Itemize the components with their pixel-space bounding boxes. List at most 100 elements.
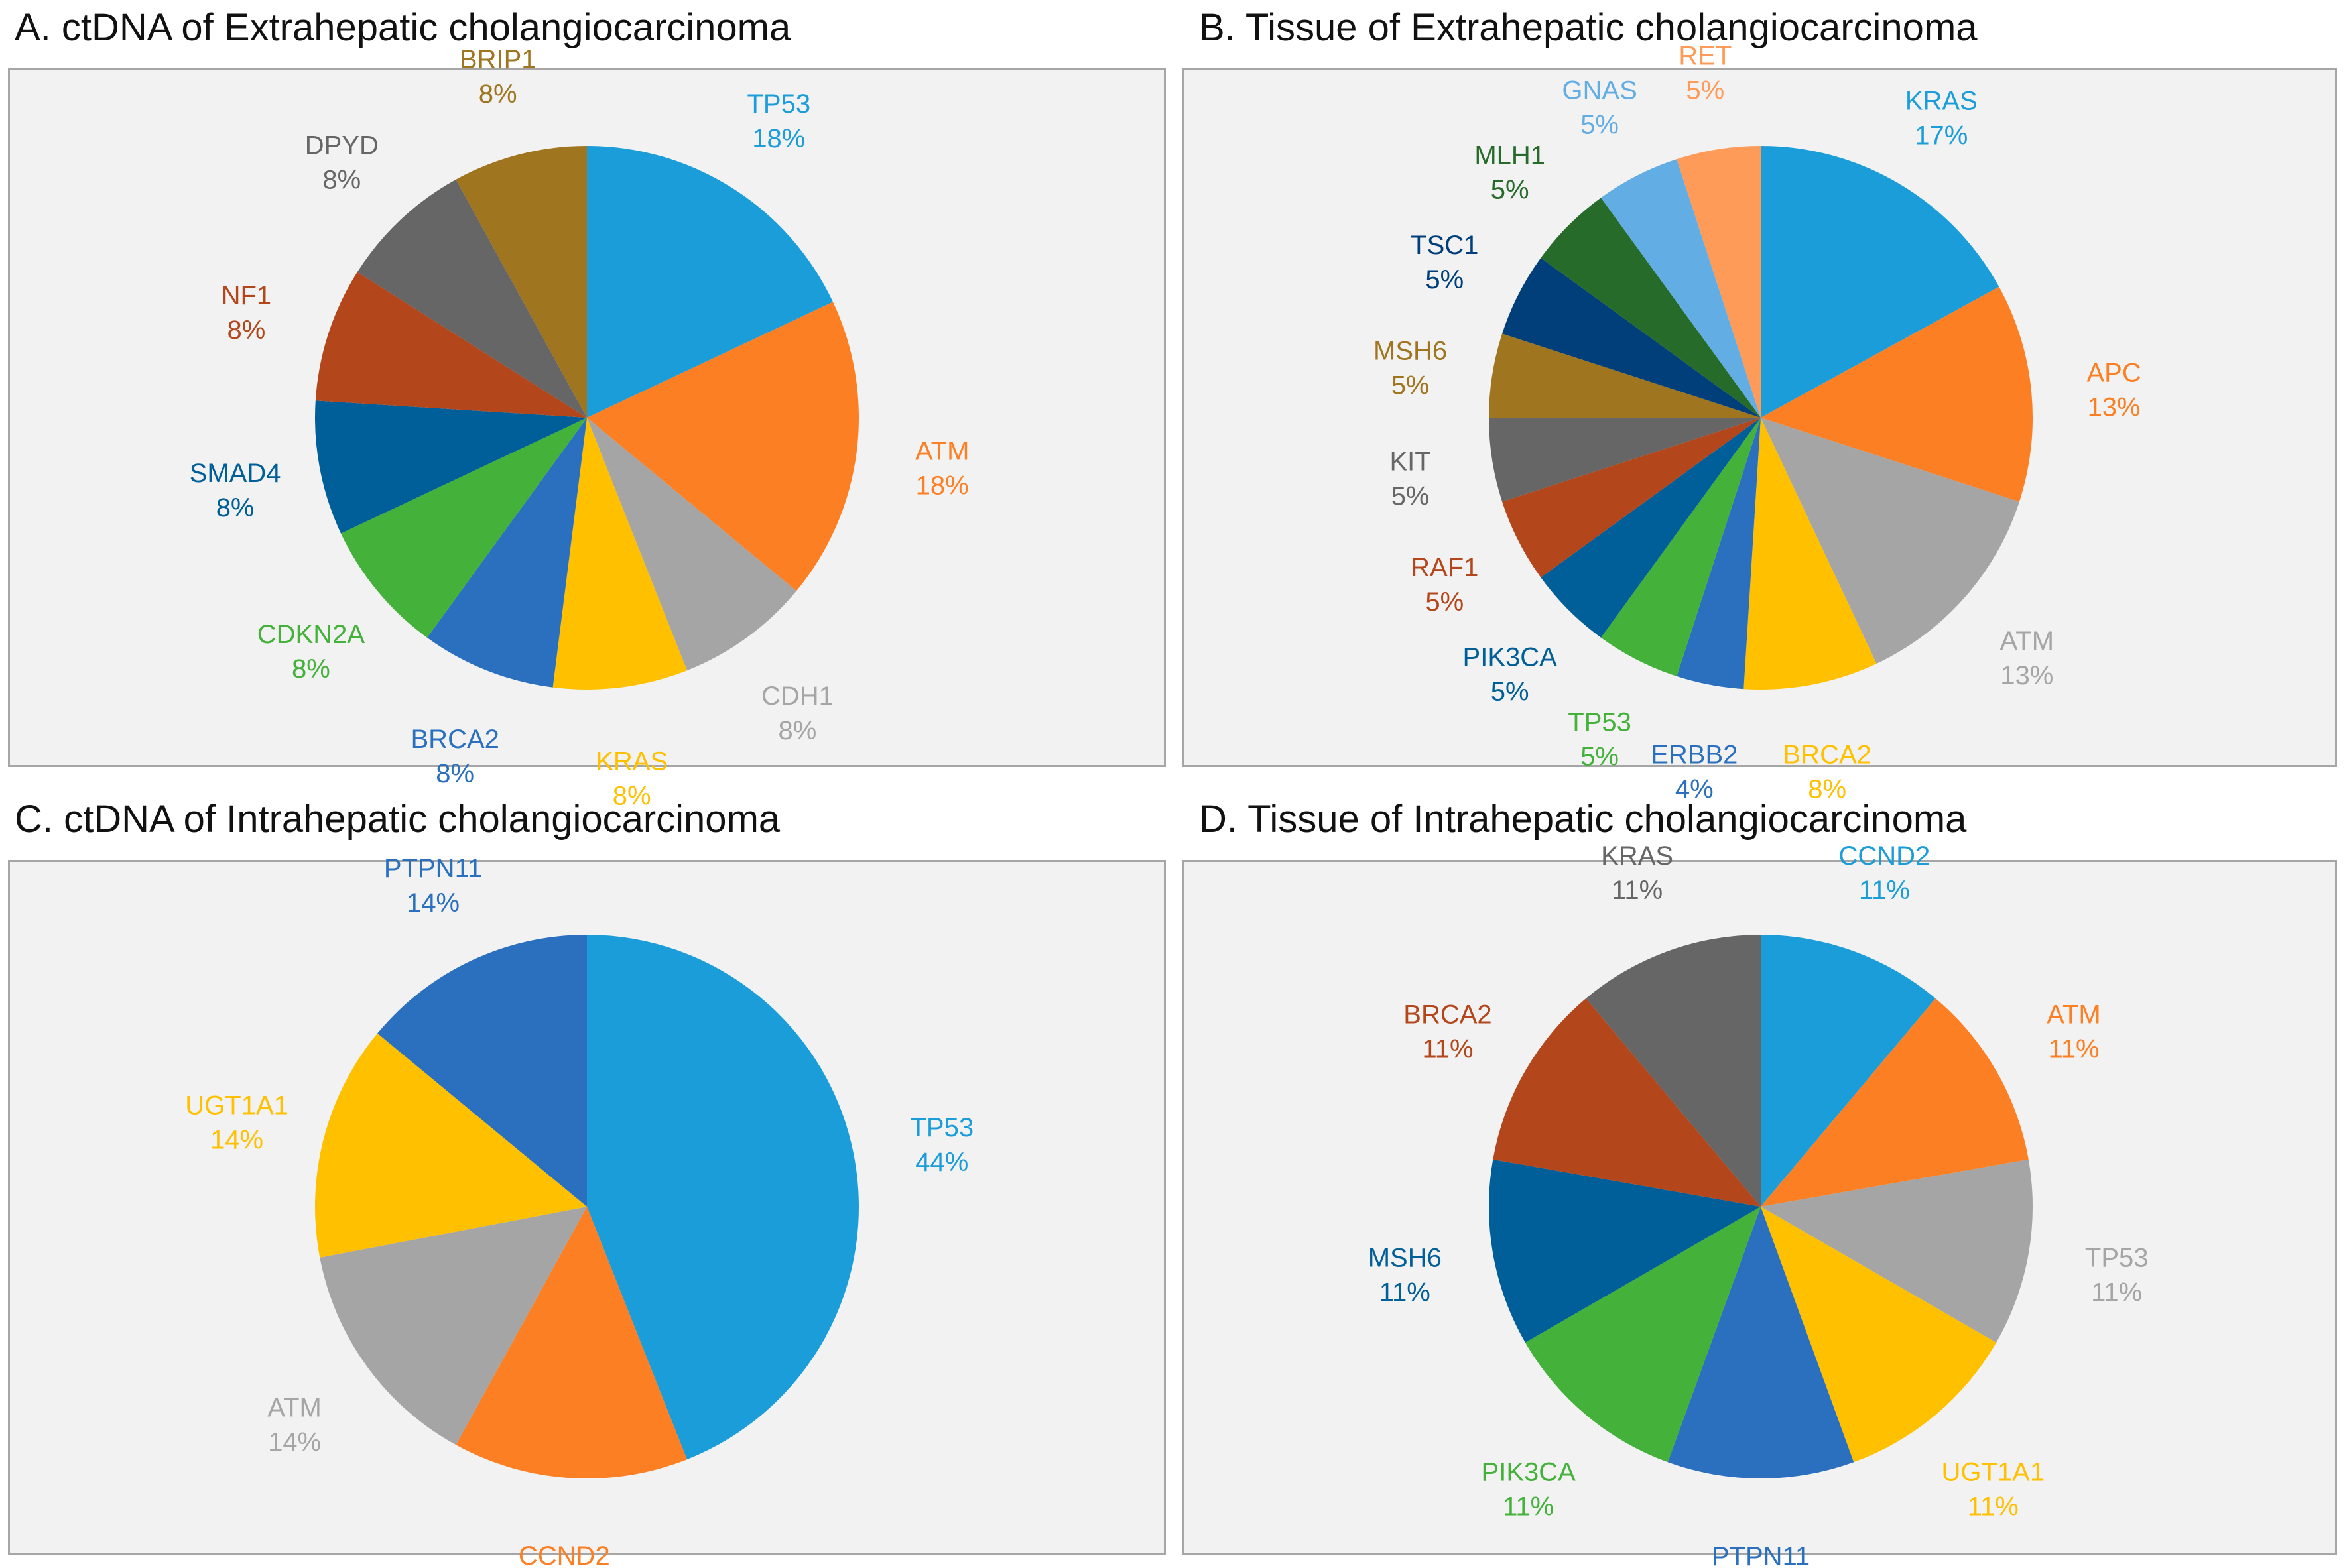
pie-b-slice-tsc1 [1502,258,1761,418]
pie-c-label-ugt1a1: UGT1A1 [185,1091,288,1120]
pie-b-slice-raf1 [1502,418,1761,577]
pie-b-pct-tp53: 5% [1580,743,1619,772]
pie-b-label-tsc1: TSC1 [1411,231,1478,260]
pie-b-label-kit: KIT [1389,448,1430,477]
pie-b-pct-tsc1: 5% [1425,265,1464,294]
pie-b-label-brca2: BRCA2 [1783,741,1871,770]
panel-a-title: A. ctDNA of Extrahepatic cholangiocarcin… [15,6,791,49]
pie-a-label-atm: ATM [915,437,969,466]
pie-a-slice-brca2 [427,418,587,688]
pie-c-slice-tp53 [587,935,859,1460]
pie-d-slice-atm [1761,998,2029,1207]
pie-b-pct-raf1: 5% [1425,587,1464,617]
pie-d-pct-ugt1a1: 11% [1968,1492,2019,1522]
pie-d-label-msh6: MSH6 [1368,1244,1442,1273]
pie-d-pct-msh6: 11% [1379,1278,1430,1307]
pie-a-slice-kras [552,418,687,690]
pie-b-pct-erbb2: 4% [1675,775,1714,804]
pie-a-label-smad4: SMAD4 [190,459,281,488]
pie-a-label-brip1: BRIP1 [460,45,537,74]
pie-b-label-tp53: TP53 [1568,708,1631,737]
pie-b-slice-kras [1761,146,1999,418]
pie-d-label-brca2: BRCA2 [1403,1000,1491,1030]
pie-b-label-gnas: GNAS [1562,76,1637,105]
pie-a-pct-brip1: 8% [479,80,517,109]
pie-b-pct-atm: 13% [2000,661,2053,690]
pie-d-pct-pik3ca: 11% [1503,1492,1554,1522]
pie-a-slice-cdh1 [587,418,796,671]
pie-d-pct-atm: 11% [2048,1035,2099,1064]
pie-b-slice-mlh1 [1541,198,1761,418]
pie-c-slice-ccnd2 [456,1207,687,1479]
pie-b-pct-apc: 13% [2088,393,2141,422]
pie-b-slice-tp53 [1601,418,1761,676]
pie-a-pct-smad4: 8% [216,493,255,522]
pie-d-slice-msh6 [1489,1159,1761,1343]
pie-b-pct-gnas: 5% [1580,110,1619,139]
pie-d-pct-kras: 11% [1612,876,1663,905]
pie-c-label-atm: ATM [267,1393,321,1422]
pie-a-label-brca2: BRCA2 [411,725,499,754]
pie-d-slice-brca2 [1493,998,1761,1207]
pie-b-label-kras: KRAS [1905,87,1978,116]
pie-a-pct-kras: 8% [613,782,651,811]
pie-d-slice-kras [1586,935,1761,1207]
pie-b-slice-atm [1761,418,2019,664]
pie-d-slice-ugt1a1 [1761,1207,1997,1463]
pie-d-label-atm: ATM [2047,1000,2100,1030]
pie-b-slice-apc [1761,286,2033,502]
pie-a-slice-brip1 [456,146,587,418]
pie-b-slice-gnas [1601,159,1761,418]
pie-b-slice-kit [1489,418,1761,502]
pie-d-label-kras: KRAS [1601,841,1673,871]
pie-b: KRAS 17% APC 13% ATM 13% BRCA2 8% ERBB2 4% TP53 5% P… [1373,42,2141,804]
pie-a-slice-nf1 [315,272,587,418]
pie-c-slice-ptpn11 [377,935,587,1207]
pie-a-slice-smad4 [315,400,587,534]
pie-a: TP53 18% ATM 18% CDH1 8% KRAS 8% BRCA2 8% CDKN2A 8%… [190,45,970,811]
panel-c-title: C. ctDNA of Intrahepatic cholangiocarcin… [15,798,781,841]
pie-b-label-raf1: RAF1 [1411,553,1478,582]
pie-a-pct-atm: 18% [916,471,969,501]
pie-a-label-kras: KRAS [596,747,668,776]
pie-a-label-cdh1: CDH1 [761,682,834,711]
pie-a-pct-tp53: 18% [752,124,805,153]
pie-b-label-apc: APC [2086,359,2141,388]
pie-d-slice-ccnd2 [1761,935,1936,1207]
pie-c-slice-atm [320,1207,587,1445]
pie-a-pct-nf1: 8% [227,316,265,345]
pie-a-label-cdkn2a: CDKN2A [257,620,365,649]
pie-a-slice-dpyd [357,179,587,418]
pie-b-pct-brca2: 8% [1808,775,1846,804]
pie-d-slice-pik3ca [1525,1207,1761,1463]
pie-c-label-ccnd2: CCND2 [519,1541,610,1568]
pie-c-pct-tp53: 44% [915,1148,968,1177]
panel-d-title: D. Tissue of Intrahepatic cholangiocarci… [1199,798,1967,841]
pie-b-pct-mlh1: 5% [1491,176,1529,205]
pie-b-label-mlh1: MLH1 [1474,141,1545,170]
pie-b-label-pik3ca: PIK3CA [1463,642,1558,672]
pie-b-slice-pik3ca [1541,418,1761,638]
pie-b-slice-msh6 [1489,333,1761,418]
pie-c-pct-atm: 14% [268,1427,321,1457]
pie-b-pct-kit: 5% [1391,482,1430,511]
pie-d: CCND2 11% ATM 11% TP53 11% UGT1A1 11% PTPN11 11% P… [1368,841,2149,1568]
pie-a-label-tp53: TP53 [747,90,810,119]
pie-d-pct-ccnd2: 11% [1859,876,1910,905]
pie-d-pct-brca2: 11% [1422,1035,1473,1064]
pie-b-pct-kras: 17% [1915,121,1968,151]
pie-a-pct-cdkn2a: 8% [292,654,330,684]
pie-a-slice-atm [587,302,859,591]
pie-d-pct-tp53: 11% [2091,1278,2142,1307]
pie-d-label-ccnd2: CCND2 [1839,841,1931,871]
pie-a-pct-cdh1: 8% [778,716,816,745]
pie-c-pct-ugt1a1: 14% [210,1126,263,1155]
pie-d-slice-ptpn11 [1667,1207,1854,1478]
pie-b-slice-erbb2 [1677,418,1761,690]
pie-b-label-msh6: MSH6 [1373,336,1447,365]
pie-b-pct-ret: 5% [1686,76,1724,105]
pie-d-label-ptpn11: PTPN11 [1712,1542,1810,1568]
pie-a-pct-brca2: 8% [436,759,474,788]
